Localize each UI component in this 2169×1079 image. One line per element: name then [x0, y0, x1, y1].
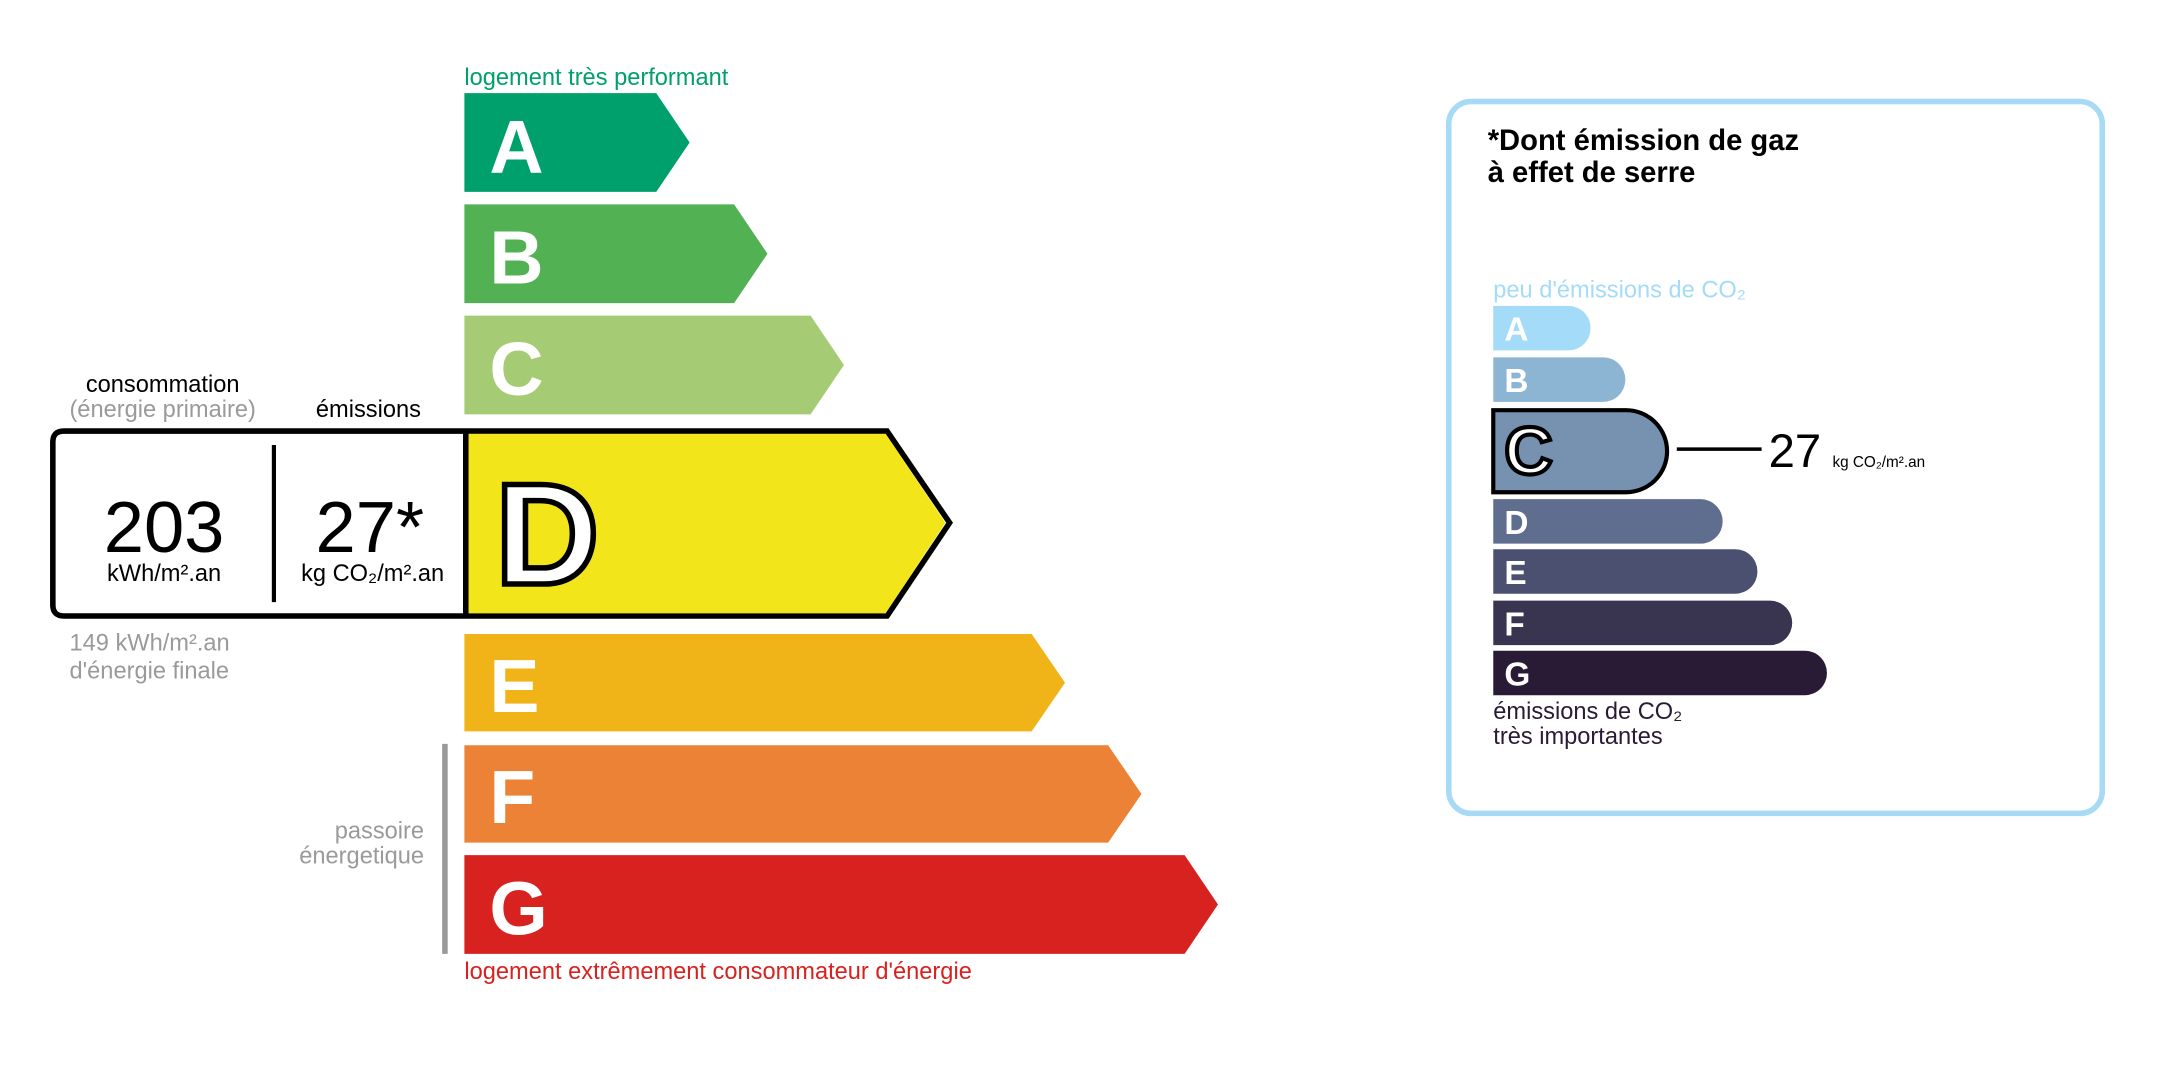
ghg-class-bar-a [1493, 305, 1591, 351]
ghg-class-letter: E [1504, 555, 1526, 592]
ghg-class-bar-c [1491, 408, 1670, 495]
final-energy-value: 149 kWh/m².an [70, 631, 230, 657]
energy-class-letter: B [489, 216, 543, 300]
passoire-label-2: énergetique [299, 843, 424, 869]
ghg-top-label: peu d'émissions de CO₂ [1493, 278, 1746, 304]
ghg-bottom-label-1: émissions de CO₂ [1493, 699, 1682, 725]
energy-class-bar-f [464, 745, 1142, 843]
ghg-class-bar-b [1493, 357, 1626, 402]
energy-bottom-label: logement extrêmement consommateur d'éner… [464, 959, 971, 985]
energy-class-letter: E [489, 644, 539, 728]
ghg-class-letter: C [1504, 415, 1552, 489]
emissions-unit: kg CO₂/m².an [301, 561, 444, 587]
energy-class-letter: C [489, 327, 543, 411]
energy-class-bar-a [464, 93, 690, 192]
ghg-unit: kg CO₂/m².an [1833, 454, 1926, 471]
energy-class-letter: G [489, 866, 547, 950]
passoire-label-1: passoire [335, 818, 424, 844]
energy-class-bar-g [464, 855, 1218, 954]
ghg-class-letter: A [1504, 312, 1528, 349]
emissions-header: émissions [316, 397, 421, 423]
ghg-class-bar-e [1493, 549, 1758, 594]
ghg-class-bar-g [1493, 650, 1827, 696]
energy-class-bar-c [464, 315, 844, 415]
ghg-class-letter: F [1504, 606, 1524, 643]
final-energy-label: d'énergie finale [70, 659, 230, 685]
energy-top-label: logement très performant [464, 65, 728, 91]
consumption-header: consommation [86, 372, 240, 398]
ghg-class-bar-f [1493, 600, 1793, 646]
consumption-subheader: (énergie primaire) [69, 397, 255, 423]
energy-class-bar-e [464, 634, 1066, 732]
energy-class-letter: F [489, 755, 535, 839]
ghg-title-2: à effet de serre [1488, 157, 1696, 189]
emissions-value: 27* [316, 488, 425, 568]
ghg-value: 27 [1769, 425, 1822, 478]
ghg-class-letter: B [1504, 363, 1528, 400]
consumption-unit: kWh/m².an [107, 561, 221, 587]
ghg-bottom-label-2: très importantes [1493, 724, 1662, 750]
energy-class-bar-b [464, 204, 768, 304]
ghg-title-1: *Dont émission de gaz [1488, 125, 1799, 157]
ghg-class-letter: D [1504, 505, 1528, 542]
consumption-value: 203 [104, 488, 225, 568]
energy-class-letter: A [489, 104, 543, 188]
ghg-class-letter: G [1504, 656, 1530, 693]
current-class-bar [467, 433, 946, 614]
ghg-class-bar-d [1493, 499, 1723, 544]
current-class-letter: D [495, 453, 599, 615]
